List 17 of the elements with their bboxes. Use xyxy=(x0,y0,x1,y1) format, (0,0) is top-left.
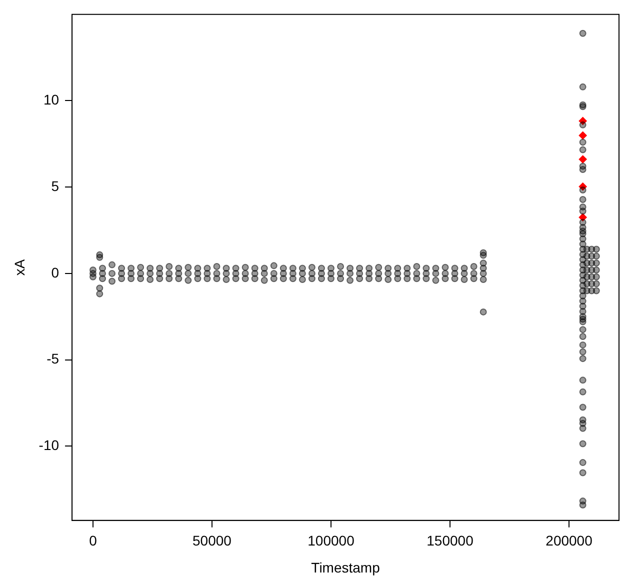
x-axis-title: Timestamp xyxy=(311,559,380,576)
x-tick-label: 0 xyxy=(89,532,98,549)
y-tick-label: 0 xyxy=(51,264,60,280)
x-tick-label: 100000 xyxy=(308,532,355,549)
y-tick-label: -10 xyxy=(38,437,60,453)
point xyxy=(578,213,587,222)
y-tick-label: 5 xyxy=(51,178,60,194)
point xyxy=(578,182,587,191)
x-tick-label: 200000 xyxy=(546,532,593,549)
point xyxy=(578,116,587,125)
y-axis-title: xA xyxy=(11,258,28,276)
x-tick-label: 50000 xyxy=(192,532,232,549)
point xyxy=(578,131,587,140)
x-tick-label: 150000 xyxy=(426,532,474,549)
point xyxy=(578,155,587,164)
y-tick-label: -5 xyxy=(46,350,60,367)
y-tick-label: 10 xyxy=(43,92,60,108)
